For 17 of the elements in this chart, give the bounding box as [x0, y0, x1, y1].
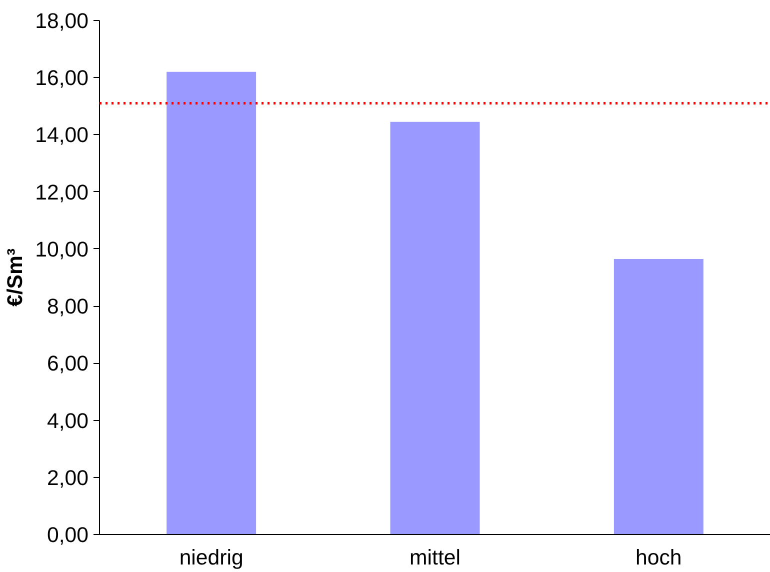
y-tick-label: 8,00 [46, 294, 89, 319]
bar [614, 258, 704, 534]
bar [166, 72, 256, 534]
x-tick-label: hoch [636, 546, 682, 570]
y-tick-label: 4,00 [46, 408, 89, 433]
x-tick-label: niedrig [179, 546, 244, 570]
y-tick-label: 14,00 [35, 123, 89, 148]
bar [390, 122, 480, 534]
y-tick-label: 6,00 [46, 352, 89, 376]
y-tick-label: 2,00 [46, 466, 89, 490]
y-tick-label: 0,00 [46, 523, 89, 547]
y-tick-label: 12,00 [35, 180, 89, 204]
y-tick-label: 18,00 [35, 9, 89, 33]
y-tick-label: 10,00 [35, 237, 89, 262]
y-axis-title: €/Sm³ [3, 248, 28, 307]
y-tick-label: 16,00 [35, 66, 89, 90]
x-tick-label: mittel [410, 546, 460, 570]
